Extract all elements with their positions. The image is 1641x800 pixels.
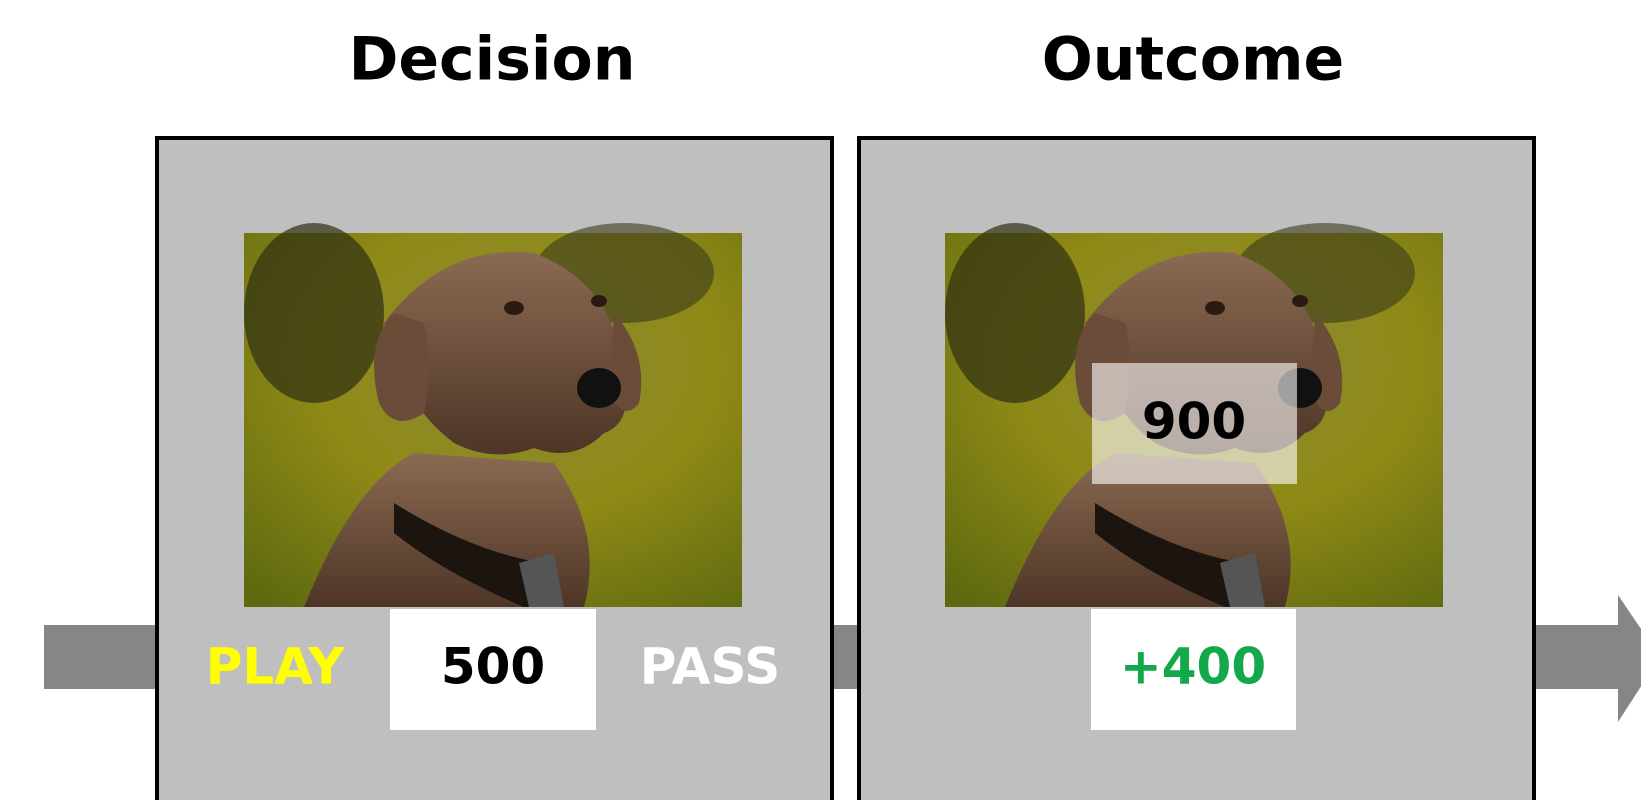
reveal-value: 900 [1142,393,1246,451]
play-option: PLAY [206,638,345,696]
result-box [1091,609,1296,730]
pass-option: PASS [640,638,781,696]
stimulus-image [244,223,742,607]
panel-title: Decision [349,25,636,95]
offer-value: 500 [441,638,545,696]
offer-box [390,609,596,730]
panel-title: Outcome [1042,25,1344,95]
timeline-arrowhead [1618,595,1641,722]
reveal-box [1092,363,1297,484]
result-value: +400 [1120,638,1266,696]
